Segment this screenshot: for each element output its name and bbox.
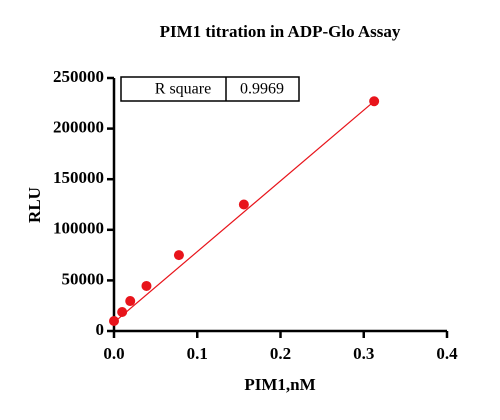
x-tick-label: 0.3 bbox=[353, 344, 374, 363]
x-tick-label: 0.1 bbox=[187, 344, 208, 363]
y-tick-label: 200000 bbox=[53, 118, 104, 137]
r-square-box bbox=[120, 76, 300, 102]
x-tick-label: 0.2 bbox=[270, 344, 291, 363]
r-square-label: R square bbox=[155, 81, 211, 98]
x-axis-label: PIM1,nM bbox=[244, 375, 315, 394]
fit-line bbox=[113, 100, 375, 323]
data-point bbox=[173, 250, 184, 261]
y-tick-label: 0 bbox=[96, 320, 105, 339]
y-axis-label: RLU bbox=[25, 187, 44, 223]
y-tick-label: 150000 bbox=[53, 168, 104, 187]
data-point bbox=[109, 315, 119, 326]
data-point bbox=[117, 306, 128, 317]
y-tick-label: 250000 bbox=[53, 67, 104, 86]
x-tick-label: 0.4 bbox=[436, 344, 458, 363]
r-square-value: 0.9969 bbox=[240, 81, 284, 98]
x-tick-label: 0.0 bbox=[103, 344, 124, 363]
data-point bbox=[238, 199, 249, 210]
data-point bbox=[125, 296, 136, 307]
data-point bbox=[369, 96, 380, 107]
y-tick-label: 100000 bbox=[53, 219, 104, 238]
y-tick-label: 50000 bbox=[62, 269, 105, 288]
chart-title: PIM1 titration in ADP-Glo Assay bbox=[160, 22, 401, 41]
data-point bbox=[141, 280, 152, 291]
